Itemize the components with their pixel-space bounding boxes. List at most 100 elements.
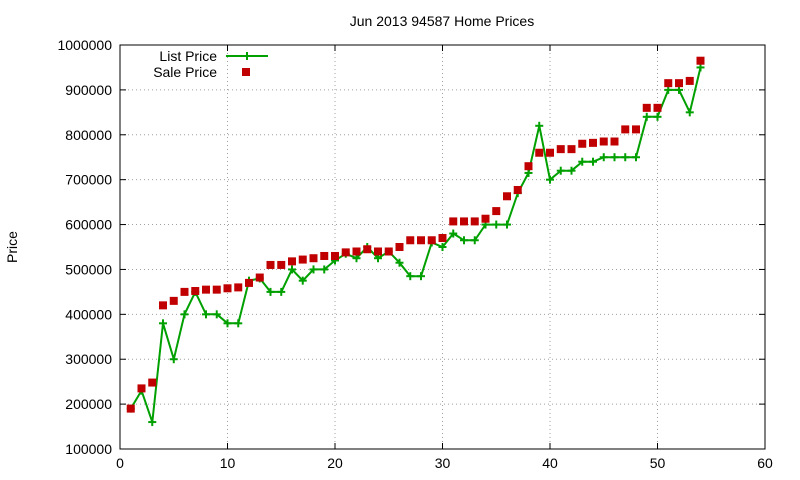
list-price-point [632,153,640,162]
sale-price-point [589,138,597,147]
sale-price-point [610,137,619,146]
list-price-point [298,276,307,285]
x-tick-label: 0 [116,455,124,471]
sale-price-point [266,260,275,269]
sale-price-point [298,255,307,264]
sale-price-point [309,254,318,263]
sale-price-point [395,243,404,251]
legend: List Price Sale Price [153,48,268,80]
sale-price-point [696,56,705,65]
list-price-point [449,229,458,238]
legend-list-price-swatch [226,52,268,60]
list-price-point [492,220,501,229]
sale-price-point [632,125,640,134]
y-tick-label: 600000 [65,217,112,233]
sale-price-point [159,301,167,310]
sale-price-point [664,79,673,88]
sale-price-point [546,148,554,157]
y-tick-label: 1000000 [57,37,112,53]
sale-price-point [352,247,361,256]
sale-price-point [406,236,415,245]
sale-price-point [148,378,157,387]
grid-lines [120,45,765,449]
x-tick-label: 10 [220,455,236,471]
sale-price-point [621,125,630,134]
y-tick-label: 400000 [65,306,112,322]
legend-sale-price-label: Sale Price [153,64,217,80]
sale-price-point [331,251,339,260]
list-price-point [352,254,361,263]
list-price-point [546,175,554,184]
sale-price-point [341,248,350,257]
sale-price-point [288,257,296,266]
sale-price-point [567,145,576,154]
list-price-point [438,243,447,251]
y-tick-label: 100000 [65,441,112,457]
sale-price-point [481,214,490,223]
sale-price-point [255,273,264,282]
sale-price-point [535,148,544,157]
legend-sale-price-swatch [242,68,250,76]
series-layer [126,56,705,427]
sale-price-point [578,139,587,148]
list-price-point [309,265,318,274]
sale-price-point [599,137,608,146]
sale-price-point [180,287,189,296]
list-price-point [159,319,167,328]
sale-price-point [126,404,135,413]
axis-ticks: 100000 200000 300000 400000 500000 600000 7000… [57,37,773,471]
list-price-point [202,310,210,319]
list-price-point [653,112,662,121]
legend-sale-price-marker [242,68,250,76]
sale-price-point [245,278,253,287]
x-tick-label: 50 [650,455,666,471]
x-tick-label: 20 [327,455,343,471]
list-price-point [470,236,479,245]
sale-price-point [427,236,436,245]
sale-price-point [363,245,372,254]
list-price-point [320,265,329,274]
list-price-point [180,310,189,319]
sale-price-point [513,185,522,194]
sale-price-point [191,286,200,295]
sale-price-point [137,384,146,393]
sale-price-point [438,234,447,243]
list-price-line [129,67,702,423]
list-price-point [406,272,415,281]
sale-price-point [470,217,479,226]
sale-price-point [492,207,501,216]
legend-list-price-marker [243,52,251,60]
sale-price-point [685,76,694,85]
list-price-point [599,153,608,162]
sale-price-point [234,283,243,292]
list-price-point [589,157,597,166]
list-price-point [417,272,425,281]
sale-price-point [503,192,511,201]
list-price-point [288,265,296,274]
list-price-point [460,236,468,245]
list-price-point [578,157,587,166]
y-tick-label: 700000 [65,172,112,188]
sale-price-point [384,247,393,256]
sale-price-point [277,260,286,269]
sale-price-point [320,251,329,260]
sale-price-point [169,296,178,305]
list-price-point [524,168,533,177]
x-tick-label: 30 [435,455,451,471]
sale-price-point [556,145,565,154]
list-price-point [664,85,673,94]
sale-price-point [202,285,210,294]
list-price-point [212,310,221,319]
list-price-point [621,153,630,162]
sale-price-point [675,79,683,88]
list-price-point [642,112,651,121]
list-price-point [148,418,157,427]
x-tick-label: 60 [757,455,773,471]
chart-title: Jun 2013 94587 Home Prices [350,13,534,29]
list-price-point [567,166,576,175]
x-tick-label: 40 [542,455,558,471]
sale-price-point [449,217,458,226]
list-price-point [535,121,544,130]
